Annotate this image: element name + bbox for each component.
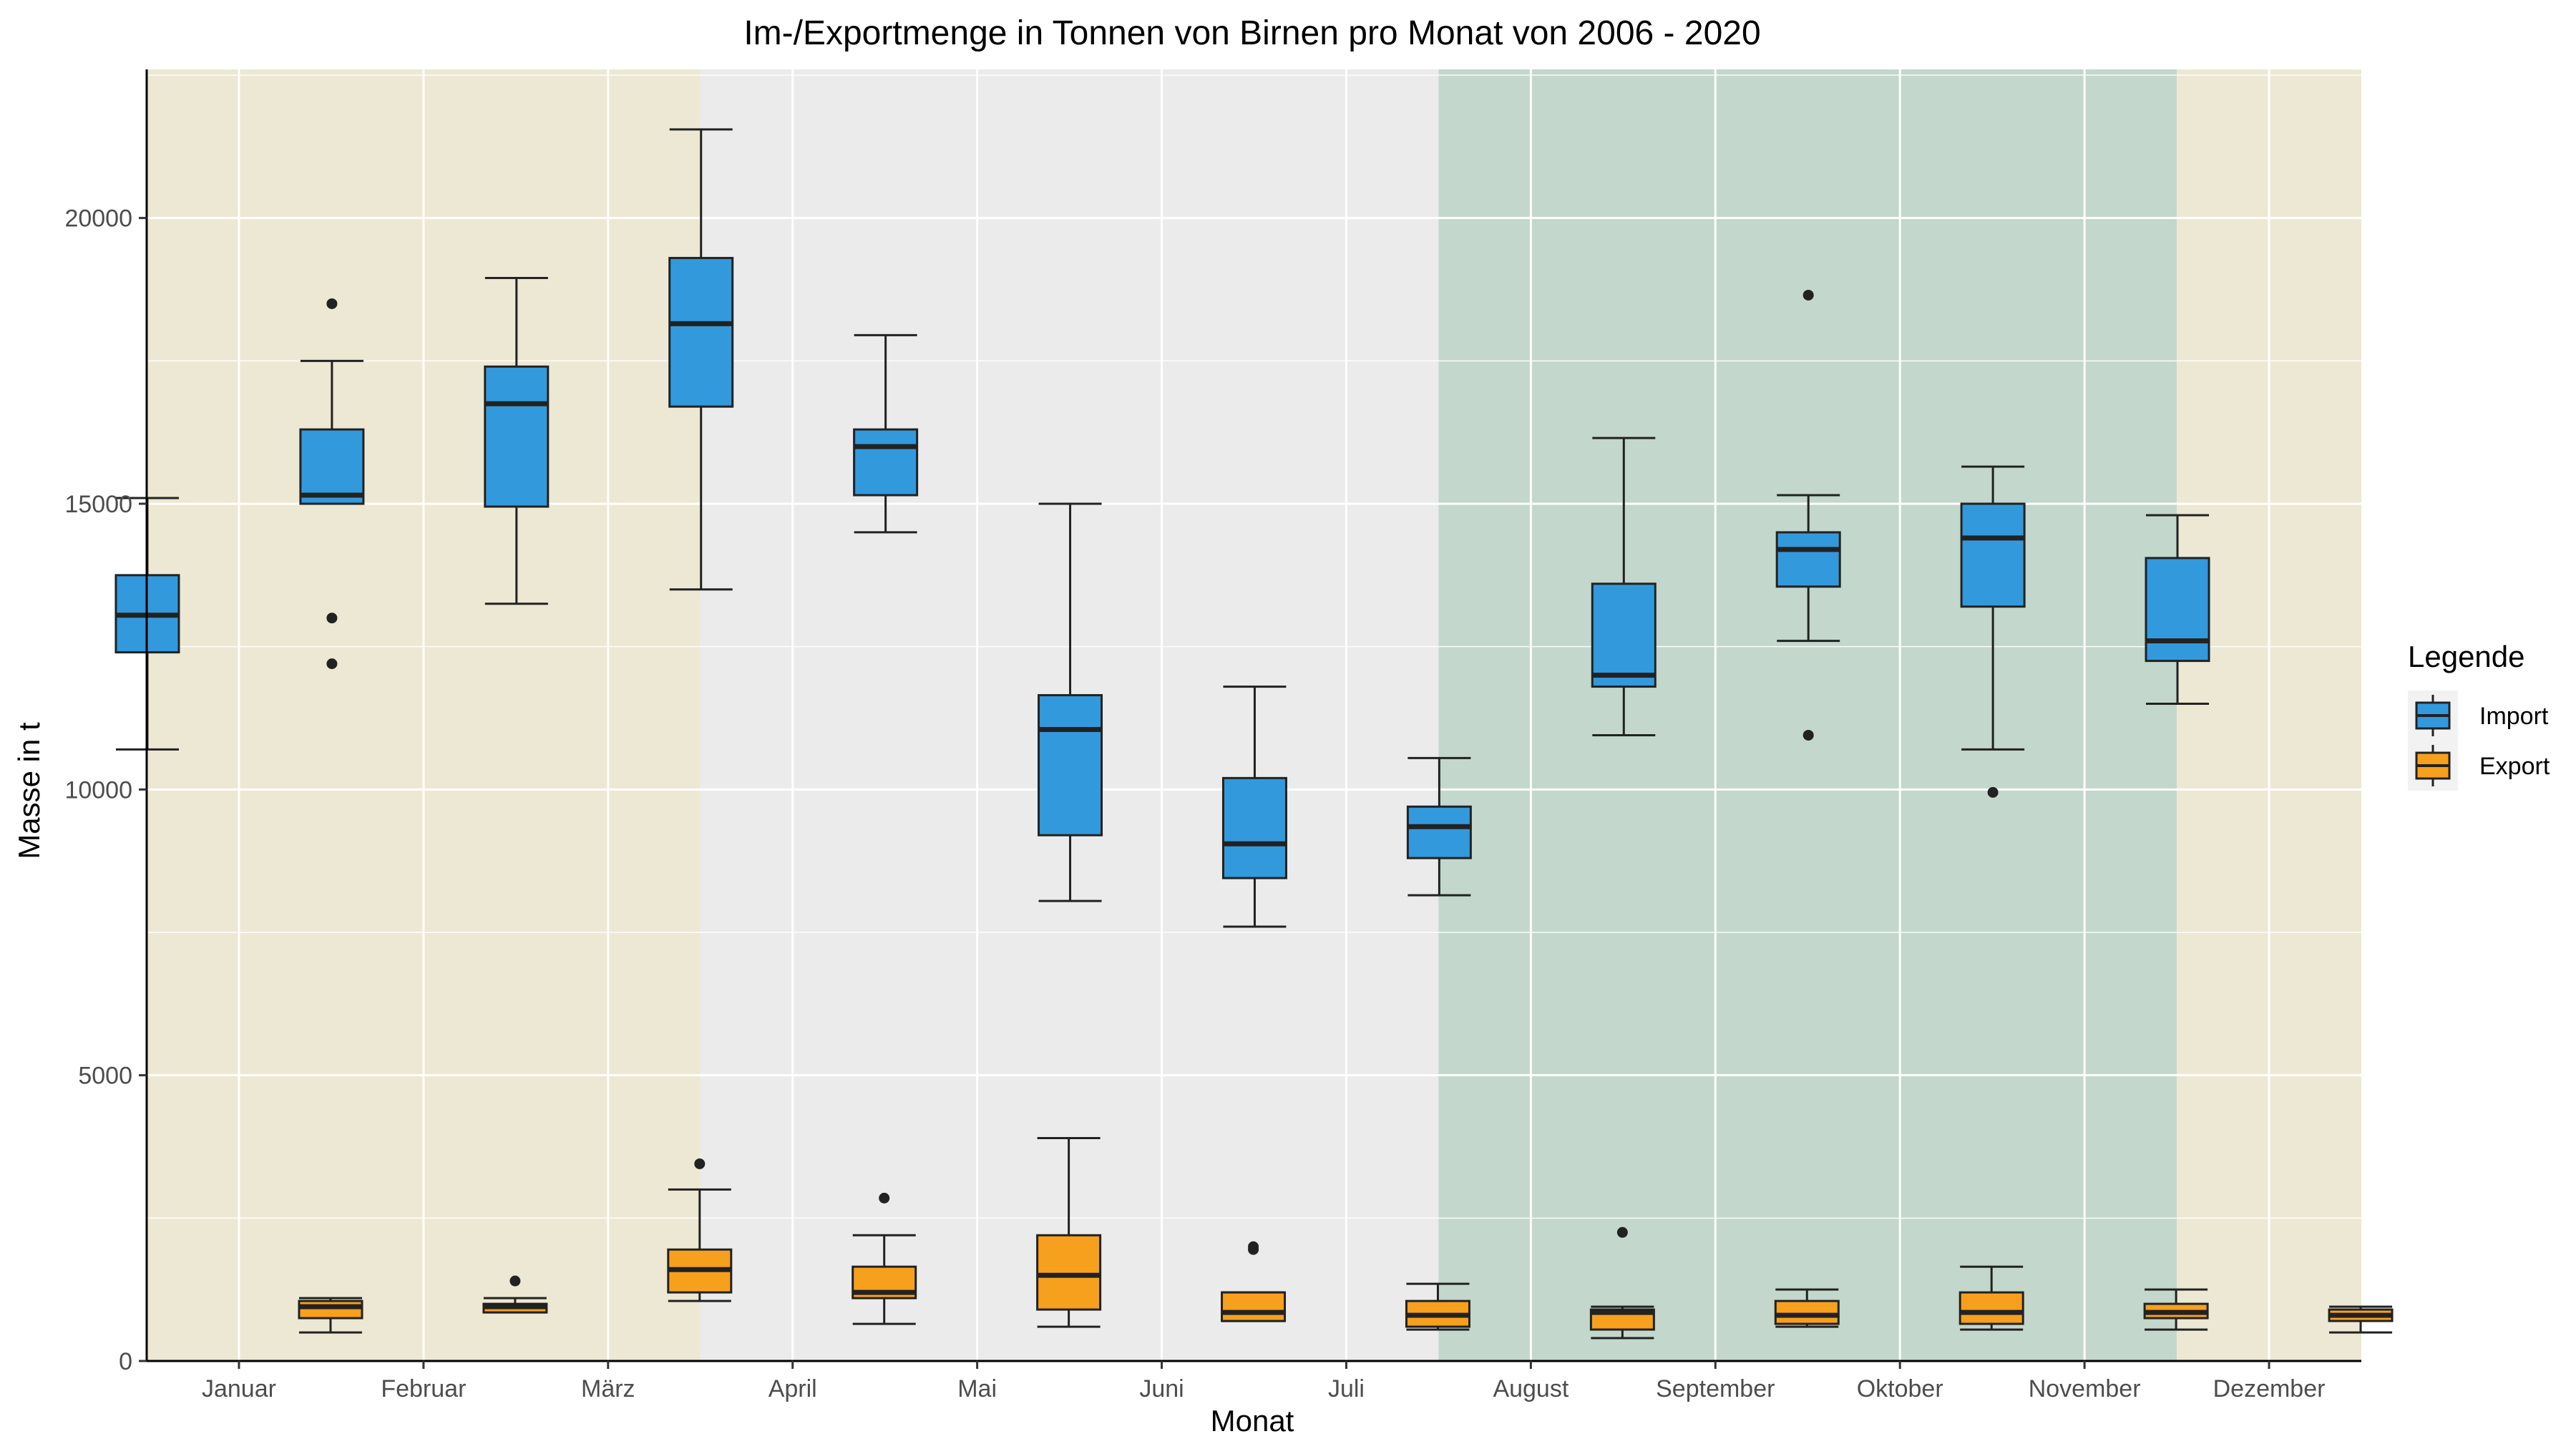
legend-key-export bbox=[2408, 741, 2458, 791]
box-iqr bbox=[1221, 776, 1287, 879]
x-tick-label: April bbox=[769, 1375, 817, 1402]
outlier-point bbox=[879, 1192, 890, 1204]
y-tick-label: 15000 bbox=[64, 491, 132, 518]
x-tick-label: Mai bbox=[957, 1375, 997, 1402]
outlier-point bbox=[1802, 729, 1814, 741]
import-box-april bbox=[668, 128, 734, 591]
import-box-september bbox=[1591, 436, 1657, 736]
axes bbox=[145, 69, 2361, 1362]
box-iqr bbox=[1036, 1234, 1102, 1311]
box-iqr bbox=[853, 428, 919, 497]
import-box-märz bbox=[484, 277, 550, 605]
outlier-point bbox=[326, 658, 338, 670]
box-iqr bbox=[1775, 531, 1841, 588]
export-box-juli bbox=[1405, 1282, 1470, 1331]
x-tick-label: Januar bbox=[202, 1375, 276, 1402]
outlier-point bbox=[326, 613, 338, 624]
y-tick-label: 0 bbox=[119, 1348, 132, 1375]
box-iqr bbox=[298, 1299, 364, 1319]
y-tick-label: 5000 bbox=[78, 1063, 132, 1090]
box-iqr bbox=[1038, 694, 1103, 836]
export-box-oktober bbox=[1958, 1265, 2024, 1331]
x-tick-label: August bbox=[1493, 1375, 1568, 1402]
outlier-point bbox=[1987, 786, 1999, 798]
import-box-mai bbox=[853, 333, 919, 534]
outlier-point bbox=[694, 1158, 706, 1169]
box-iqr bbox=[1774, 1299, 1840, 1325]
box-iqr bbox=[668, 257, 734, 408]
export-box-januar bbox=[298, 1297, 364, 1334]
x-tick-label: Juli bbox=[1328, 1375, 1365, 1402]
import-box-juli bbox=[1221, 686, 1287, 928]
outlier-point bbox=[1802, 289, 1814, 301]
export-box-august bbox=[1589, 1226, 1655, 1340]
export-box-märz bbox=[667, 1158, 733, 1302]
box-iqr bbox=[1406, 805, 1472, 859]
box-iqr bbox=[1591, 582, 1657, 688]
box-iqr bbox=[299, 428, 365, 505]
export-box-april bbox=[852, 1192, 917, 1325]
x-tick-label: Dezember bbox=[2213, 1375, 2326, 1402]
import-box-februar bbox=[299, 298, 365, 670]
x-tick-label: Februar bbox=[381, 1375, 466, 1402]
import-box-dezember bbox=[2145, 514, 2210, 706]
box-iqr bbox=[1960, 502, 2026, 608]
x-axis-title: Monat bbox=[1211, 1404, 1294, 1438]
export-box-juni bbox=[1221, 1241, 1287, 1322]
chart-title: Im-/Exportmenge in Tonnen von Birnen pro… bbox=[743, 14, 1760, 52]
export-box-februar bbox=[482, 1275, 548, 1314]
box-iqr bbox=[484, 365, 550, 508]
box-iqr bbox=[1958, 1291, 2024, 1325]
legend-label-import: Import bbox=[2479, 703, 2549, 730]
export-box-september bbox=[1774, 1288, 1840, 1328]
x-tick-label: Juni bbox=[1139, 1375, 1184, 1402]
x-tick-label: Oktober bbox=[1857, 1375, 1943, 1402]
y-ticks: 0 5000 10000 15000 20000 bbox=[64, 205, 147, 1375]
legend: Legende Import Export bbox=[2408, 640, 2550, 791]
export-box-november bbox=[2143, 1288, 2209, 1331]
import-box-juni bbox=[1038, 502, 1103, 902]
export-box-dezember bbox=[2328, 1305, 2394, 1334]
x-tick-label: November bbox=[2029, 1375, 2141, 1402]
box-series bbox=[114, 128, 2394, 1340]
import-box-november bbox=[1960, 465, 2026, 798]
box-iqr bbox=[2145, 557, 2210, 663]
outlier-point bbox=[1248, 1241, 1259, 1252]
y-tick-label: 20000 bbox=[64, 205, 132, 233]
y-axis-title: Masse in t bbox=[12, 722, 46, 859]
legend-key-import bbox=[2408, 691, 2458, 741]
x-tick-label: September bbox=[1656, 1375, 1775, 1402]
y-tick-label: 10000 bbox=[64, 776, 132, 804]
export-box-mai bbox=[1036, 1137, 1102, 1328]
season-band-2 bbox=[1438, 69, 2177, 1361]
legend-title: Legende bbox=[2408, 640, 2525, 673]
legend-label-export: Export bbox=[2479, 753, 2550, 780]
box-iqr bbox=[1221, 1291, 1287, 1322]
import-box-oktober bbox=[1775, 289, 1841, 741]
outlier-point bbox=[326, 298, 338, 309]
x-ticks: Januar Februar März April Mai Juni Juli August S… bbox=[202, 1361, 2325, 1402]
outlier-point bbox=[509, 1275, 521, 1287]
outlier-point bbox=[1616, 1226, 1628, 1238]
import-box-august bbox=[1406, 756, 1472, 897]
x-tick-label: März bbox=[581, 1375, 635, 1402]
